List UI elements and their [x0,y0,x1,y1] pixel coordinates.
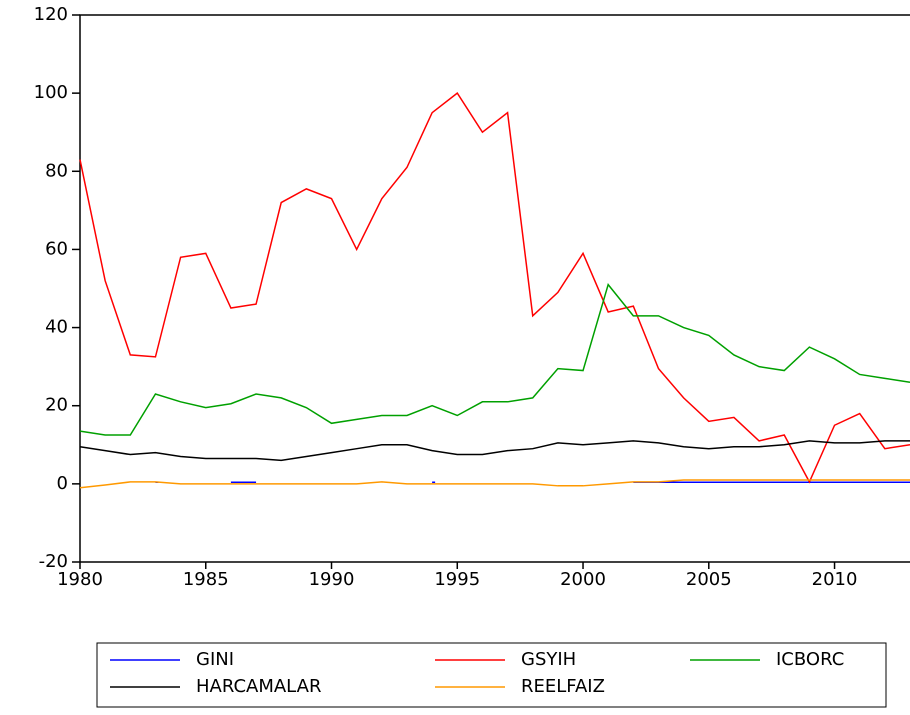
legend-label: ICBORC [776,649,844,670]
y-tick-label: 120 [34,4,68,25]
series-line [79,92,910,484]
series-line [79,283,910,436]
series-line [79,440,910,462]
legend-label: REELFAIZ [521,676,605,697]
x-tick-label: 1995 [434,569,480,590]
y-tick-label: 0 [57,473,68,494]
y-tick-label: 80 [45,160,68,181]
legend-label: HARCAMALAR [196,676,321,697]
y-tick-label: -20 [39,551,68,572]
x-tick-label: 2005 [686,569,732,590]
y-tick-label: 20 [45,395,68,416]
x-tick-label: 1990 [309,569,355,590]
y-tick-label: 100 [34,82,68,103]
y-tick-label: 40 [45,317,68,338]
x-tick-label: 2000 [560,569,606,590]
x-tick-label: 2010 [812,569,858,590]
legend-box [96,642,887,708]
legend-label: GSYIH [521,649,576,670]
legend-label: GINI [196,649,234,670]
series-line [79,479,910,489]
plot-frame [79,14,910,563]
y-tick-label: 60 [45,238,68,259]
x-tick-label: 1980 [57,569,103,590]
x-tick-label: 1985 [183,569,229,590]
